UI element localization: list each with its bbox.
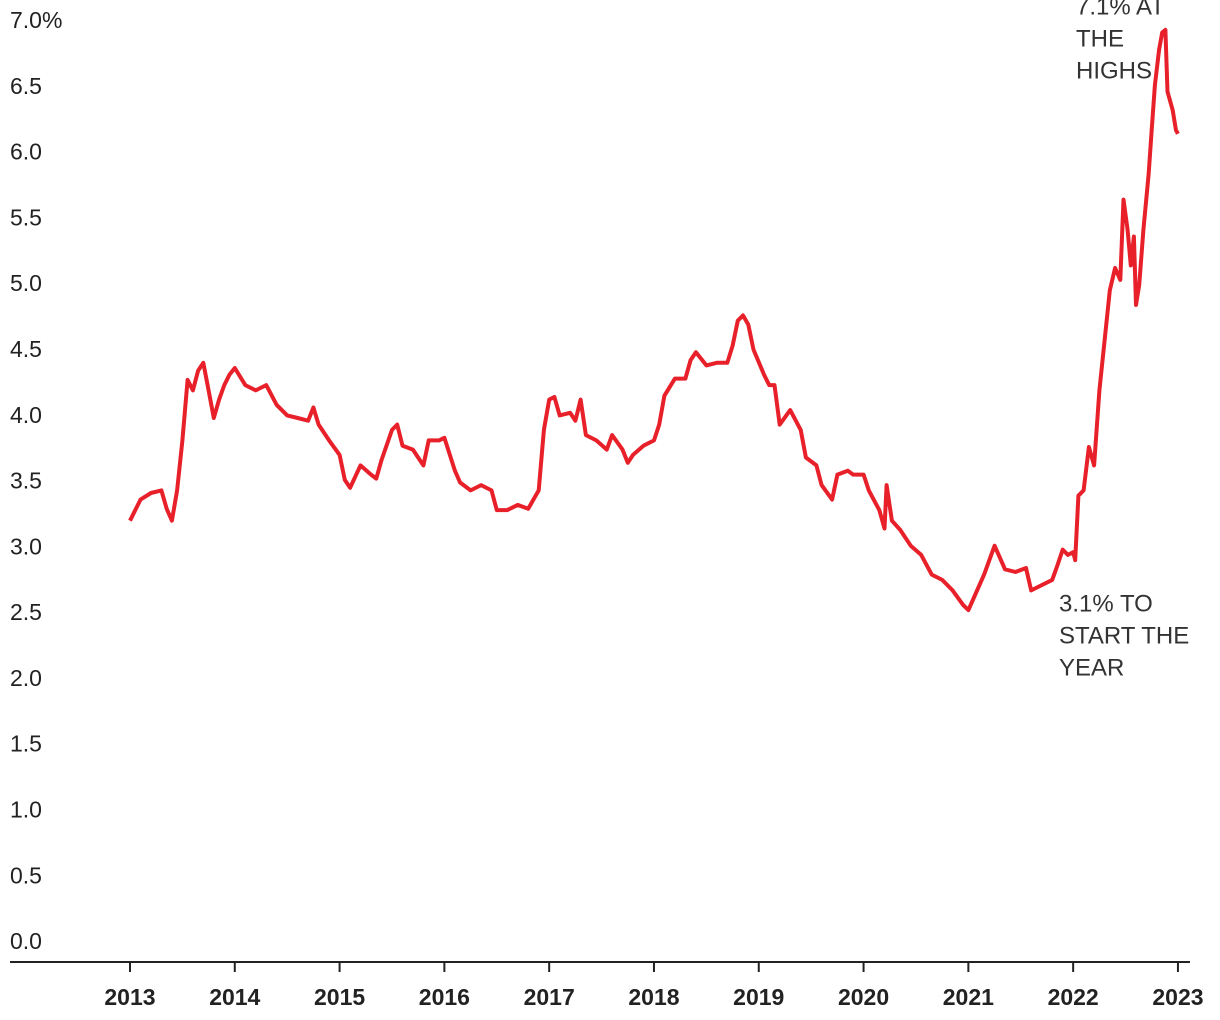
x-tick-label: 2022: [1048, 984, 1099, 1010]
annotation: HIGHS: [1076, 57, 1152, 84]
x-tick-label: 2023: [1152, 984, 1203, 1010]
y-tick-label: 3.0: [10, 533, 42, 559]
x-tick-label: 2013: [104, 984, 155, 1010]
y-tick-label: 2.0: [10, 665, 42, 691]
x-tick-label: 2019: [733, 984, 784, 1010]
y-tick-label: 3.5: [10, 468, 42, 494]
annotation: START THE: [1059, 622, 1189, 649]
y-tick-label: 5.0: [10, 270, 42, 296]
data-line: [128, 27, 1180, 613]
annotation: 3.1% TO: [1059, 590, 1153, 617]
y-tick-label: 4.0: [10, 402, 42, 428]
x-tick-label: 2014: [209, 984, 260, 1010]
annotation: 7.1% AT: [1076, 0, 1165, 20]
y-tick-label: 1.0: [10, 797, 42, 823]
x-tick-label: 2021: [943, 984, 994, 1010]
x-tick-label: 2017: [524, 984, 575, 1010]
x-tick-label: 2015: [314, 984, 365, 1010]
x-tick-label: 2016: [419, 984, 470, 1010]
y-tick-label: 6.5: [10, 73, 42, 99]
y-tick-label: 2.5: [10, 599, 42, 625]
y-tick-label: 0.5: [10, 862, 42, 888]
y-tick-label: 0.0: [10, 928, 42, 954]
x-tick-label: 2018: [628, 984, 679, 1010]
y-tick-label: 5.5: [10, 204, 42, 230]
y-tick-label: 1.5: [10, 731, 42, 757]
y-tick-label: 6.0: [10, 139, 42, 165]
y-tick-label: 4.5: [10, 336, 42, 362]
y-tick-label: 7.0%: [10, 7, 62, 33]
annotation: THE: [1076, 25, 1124, 52]
annotation: YEAR: [1059, 654, 1124, 681]
x-tick-label: 2020: [838, 984, 889, 1010]
